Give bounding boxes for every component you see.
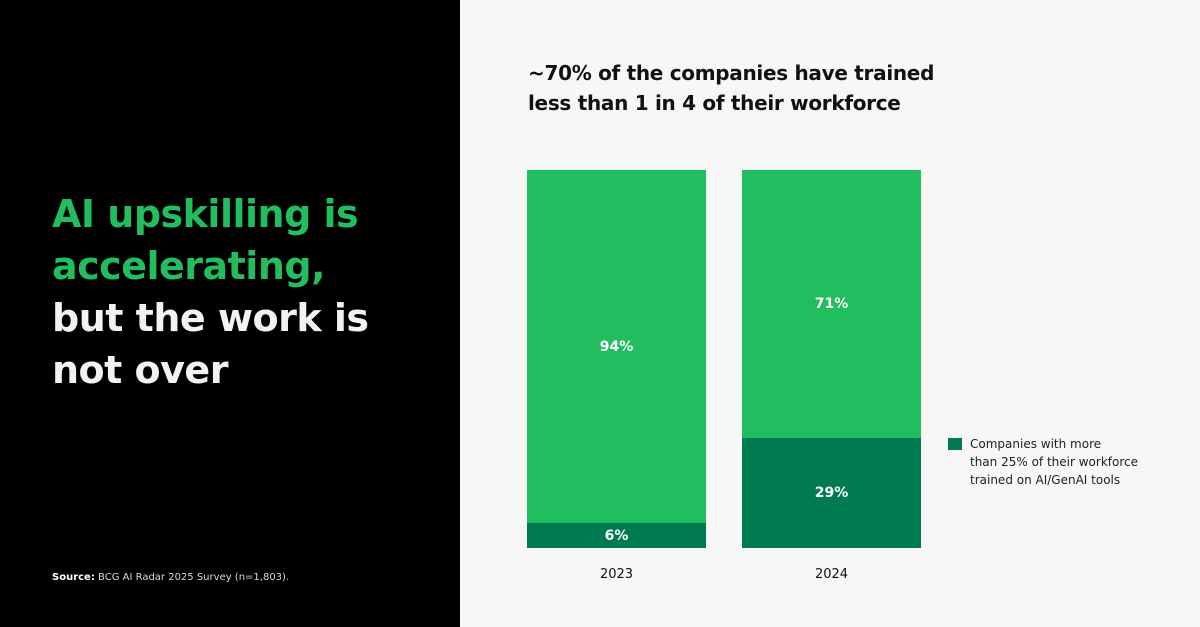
chart-title-line-1: ~70% of the companies have trained bbox=[528, 61, 935, 85]
bar-2024-light-label: 71% bbox=[814, 296, 849, 312]
headline-green-line-1: AI upskilling is bbox=[52, 192, 359, 236]
headline-green-line-2: accelerating, bbox=[52, 244, 326, 288]
headline: AI upskilling is accelerating, but the w… bbox=[52, 188, 369, 396]
left-panel: AI upskilling is accelerating, but the w… bbox=[0, 0, 460, 627]
chart-title-line-2: less than 1 in 4 of their workforce bbox=[528, 91, 901, 115]
source-text: BCG AI Radar 2025 Survey (n=1,803). bbox=[94, 572, 290, 583]
legend-text: Companies with more than 25% of their wo… bbox=[970, 435, 1150, 489]
chart-title: ~70% of the companies have trained less … bbox=[528, 58, 934, 118]
bar-2023-light-segment: 94% bbox=[527, 170, 706, 523]
bar-2023-dark-label: 6% bbox=[604, 527, 629, 544]
bar-2023-dark-segment: 6% bbox=[527, 523, 706, 548]
headline-white-line-1: but the work is bbox=[52, 296, 369, 340]
x-label-2024: 2024 bbox=[814, 567, 849, 582]
bar-2023: 94% 6% bbox=[527, 170, 706, 548]
legend-line-3: trained on AI/GenAI tools bbox=[970, 473, 1121, 487]
bar-2024-light-segment: 71% bbox=[742, 170, 921, 438]
legend-line-2: than 25% of their workforce bbox=[970, 455, 1138, 469]
bar-2023-light-label: 94% bbox=[599, 338, 634, 355]
headline-white-line-2: not over bbox=[52, 348, 228, 392]
legend: Companies with more than 25% of their wo… bbox=[948, 435, 1150, 489]
bar-2024-dark-label: 29% bbox=[814, 485, 849, 501]
legend-line-1: Companies with more bbox=[970, 437, 1102, 451]
legend-swatch-icon bbox=[948, 438, 962, 450]
x-label-2023: 2023 bbox=[599, 567, 634, 582]
bar-2024: 71% 29% bbox=[742, 170, 921, 548]
source-note: Source: BCG AI Radar 2025 Survey (n=1,80… bbox=[52, 572, 289, 583]
bar-2024-dark-segment: 29% bbox=[742, 438, 921, 548]
source-label: Source: bbox=[52, 572, 95, 583]
